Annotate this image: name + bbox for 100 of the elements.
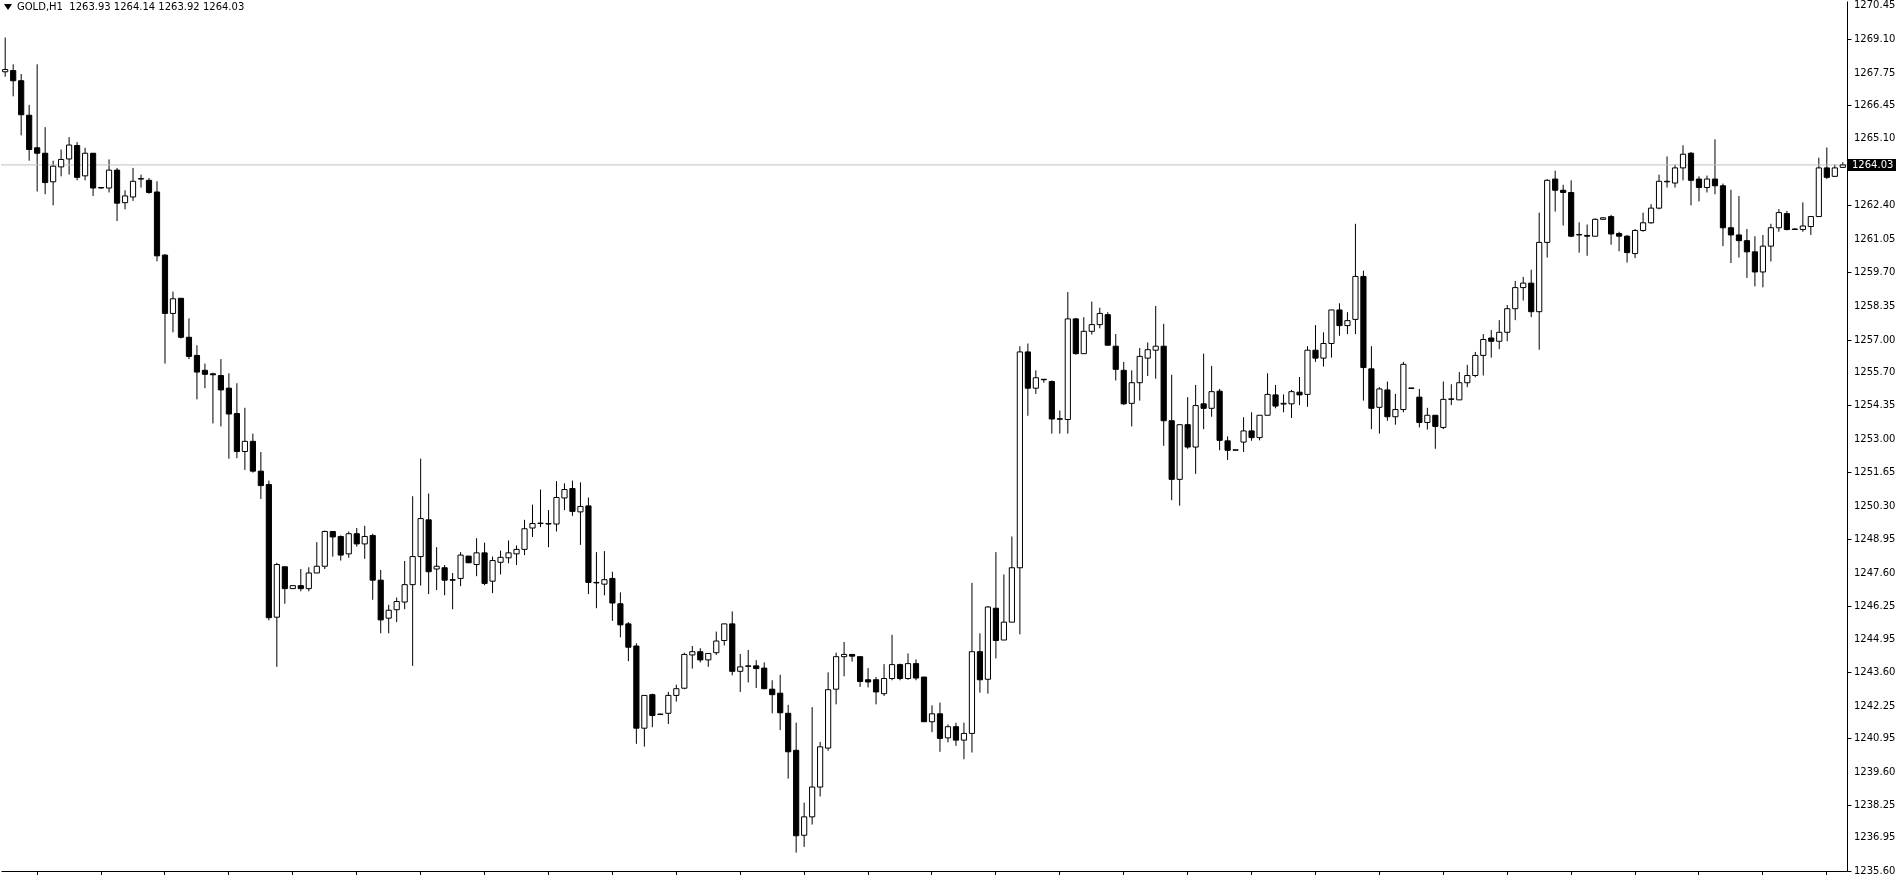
y-tick-label: 1259.70: [1854, 266, 1896, 278]
candlestick: [297, 568, 304, 592]
y-tick-label: 1235.60: [1854, 865, 1896, 875]
candlestick: [193, 344, 201, 400]
candlestick: [1823, 147, 1830, 180]
candlestick: [1056, 410, 1063, 435]
y-tick-label: 1244.95: [1854, 632, 1896, 644]
candlestick: [841, 641, 848, 677]
candlestick: [169, 291, 177, 333]
y-tick-label: 1238.25: [1854, 799, 1896, 811]
candlestick: [960, 722, 968, 760]
candlestick: [864, 667, 872, 688]
candlestick: [1775, 208, 1782, 233]
candlestick: [329, 530, 336, 558]
candlestick: [928, 704, 936, 733]
candlestick: [1735, 195, 1743, 259]
chart-title: GOLD,H1 1263.93 1264.14 1263.92 1264.03: [17, 1, 245, 12]
candlestick: [201, 363, 209, 389]
candlestick: [912, 658, 920, 681]
y-tick-label: 1258.35: [1854, 299, 1896, 311]
candlestick: [81, 147, 89, 181]
candlestick: [769, 679, 776, 714]
candlestick: [1807, 216, 1814, 236]
candlestick: [66, 136, 73, 176]
candlestick: [1512, 280, 1519, 321]
y-tick-label: 1250.30: [1854, 499, 1896, 511]
y-tick-label: 1248.95: [1854, 533, 1896, 545]
candlestick: [1639, 212, 1647, 233]
candlestick: [952, 722, 960, 747]
y-tick-label: 1257.00: [1854, 333, 1896, 345]
candlestick: [872, 676, 880, 705]
y-tick-label: 1262.40: [1854, 199, 1896, 211]
y-tick-label: 1243.60: [1854, 666, 1896, 678]
candlestick: [1743, 228, 1751, 279]
candlestick: [281, 566, 288, 605]
candlestick: [1088, 301, 1095, 336]
candlestick: [10, 63, 17, 97]
y-tick-label: 1261.05: [1854, 232, 1896, 244]
y-tick-label: 1246.25: [1854, 600, 1896, 612]
candlestick: [337, 534, 344, 562]
candlestick: [105, 158, 113, 193]
y-tick-label: 1254.35: [1854, 399, 1896, 411]
candlestick: [1552, 170, 1559, 213]
candlestick: [50, 160, 57, 206]
candlestick: [209, 372, 217, 424]
y-tick-label: 1265.10: [1854, 132, 1896, 144]
candlestick: [745, 649, 752, 683]
y-tick-label: 1251.65: [1854, 466, 1896, 478]
y-tick-label: 1269.10: [1854, 33, 1896, 44]
candlestick: [1504, 304, 1511, 342]
candlestick: [777, 674, 784, 731]
candlestick: [1767, 223, 1774, 263]
candlestick: [217, 358, 225, 427]
candlestick: [1520, 276, 1527, 302]
candlestick: [801, 802, 808, 848]
candlestick: [1727, 189, 1735, 264]
candlestick: [1032, 369, 1039, 395]
ref-line-label: 1264.03: [1852, 158, 1894, 170]
candlestick: [1679, 144, 1687, 181]
candlestick: [257, 451, 264, 500]
candlestick: [761, 661, 768, 690]
candlestick: [1711, 138, 1719, 195]
y-tick-label: 1270.45: [1854, 0, 1896, 11]
y-tick-label: 1236.95: [1854, 831, 1896, 843]
candlestick: [1751, 235, 1759, 287]
candlestick: [888, 634, 896, 681]
y-tick-label: 1239.60: [1854, 765, 1896, 777]
candlestick: [1096, 307, 1103, 329]
y-tick-label: 1266.45: [1854, 98, 1896, 110]
candlestick: [241, 407, 248, 471]
candlestick: [1608, 214, 1615, 246]
candlestick: [904, 652, 912, 681]
y-tick-label: 1240.95: [1854, 732, 1896, 744]
candlestick: [313, 541, 320, 574]
candlestick: [1623, 234, 1631, 264]
candlestick: [1112, 333, 1119, 381]
candlestick: [1584, 224, 1591, 257]
candlestick: [137, 174, 145, 189]
candlestick: [185, 317, 193, 360]
candlestick: [34, 63, 41, 192]
candlestick: [129, 167, 137, 202]
candlestick: [1671, 163, 1679, 189]
y-tick-label: 1267.75: [1854, 66, 1896, 78]
candlestick: [737, 653, 744, 693]
candlestick: [1080, 316, 1087, 355]
candlestick: [1560, 184, 1567, 227]
y-tick-label: 1247.60: [1854, 566, 1896, 578]
y-tick-label: 1255.70: [1854, 365, 1896, 377]
candlestick: [1631, 228, 1639, 259]
candlestick: [1616, 231, 1623, 252]
candlestick: [1647, 203, 1655, 225]
candlestick: [1000, 573, 1007, 641]
candlestick: [880, 663, 888, 697]
candlestick: [1695, 175, 1703, 202]
candlestick: [1576, 221, 1583, 254]
candlestick: [1799, 201, 1806, 233]
y-tick-label: 1242.25: [1854, 699, 1896, 711]
candlestick: [305, 566, 312, 592]
candlestick: [849, 653, 856, 663]
candlestick: [121, 189, 129, 210]
